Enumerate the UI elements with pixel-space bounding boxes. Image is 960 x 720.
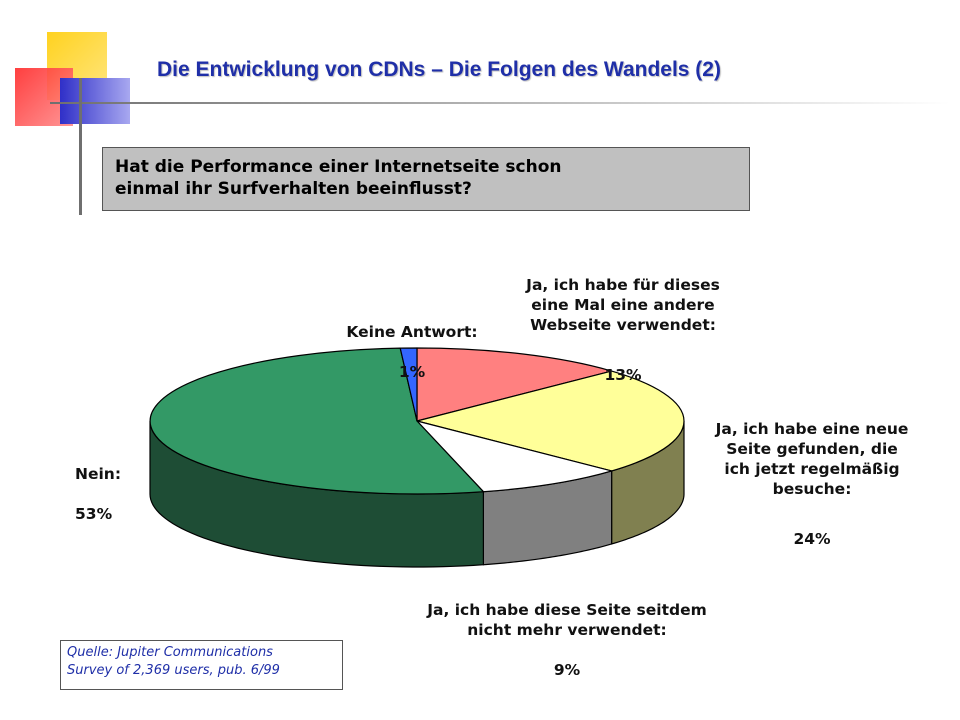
- question-box: Hat die Performance einer Internetseite …: [102, 147, 750, 211]
- label-no-answer-value: 1%: [398, 363, 426, 381]
- pie-slice-0: [416, 347, 613, 422]
- label-no: Nein: 53%: [75, 444, 155, 544]
- deco-horizontal-line: [50, 102, 950, 104]
- label-no-longer-used-text: Ja, ich habe diese Seite seitdem nicht m…: [427, 601, 707, 639]
- label-no-longer-used-value: 9%: [553, 661, 581, 679]
- source-line-1: Quelle: Jupiter Communications: [67, 645, 273, 660]
- pie-slice-2: [416, 420, 613, 493]
- page-title: Die Entwicklung von CDNs – Die Folgen de…: [157, 58, 721, 81]
- label-new-site-value: 24%: [793, 530, 831, 548]
- label-other-site-text: Ja, ich habe für dieses eine Mal eine an…: [526, 276, 720, 334]
- label-new-site: Ja, ich habe eine neue Seite gefunden, d…: [676, 399, 948, 569]
- pie-slice-4: [399, 347, 418, 422]
- label-no-value: 53%: [75, 505, 113, 523]
- pie-slice-3: [149, 347, 484, 495]
- label-new-site-text: Ja, ich habe eine neue Seite gefunden, d…: [715, 420, 909, 498]
- label-other-site: Ja, ich habe für dieses eine Mal eine an…: [478, 255, 768, 405]
- label-no-text: Nein:: [75, 465, 122, 483]
- label-no-answer: Keine Antwort: 1%: [322, 302, 502, 402]
- deco-vertical-line: [79, 78, 82, 215]
- label-other-site-value: 13%: [604, 366, 642, 384]
- pie-slice-1: [416, 370, 685, 472]
- source-box: Quelle: Jupiter Communications Survey of…: [60, 640, 343, 690]
- source-line-2: Survey of 2,369 users, pub. 6/99: [67, 663, 280, 678]
- label-no-answer-text: Keine Antwort:: [346, 323, 478, 341]
- deco-blue-square: [60, 78, 130, 124]
- label-no-longer-used: Ja, ich habe diese Seite seitdem nicht m…: [380, 580, 754, 700]
